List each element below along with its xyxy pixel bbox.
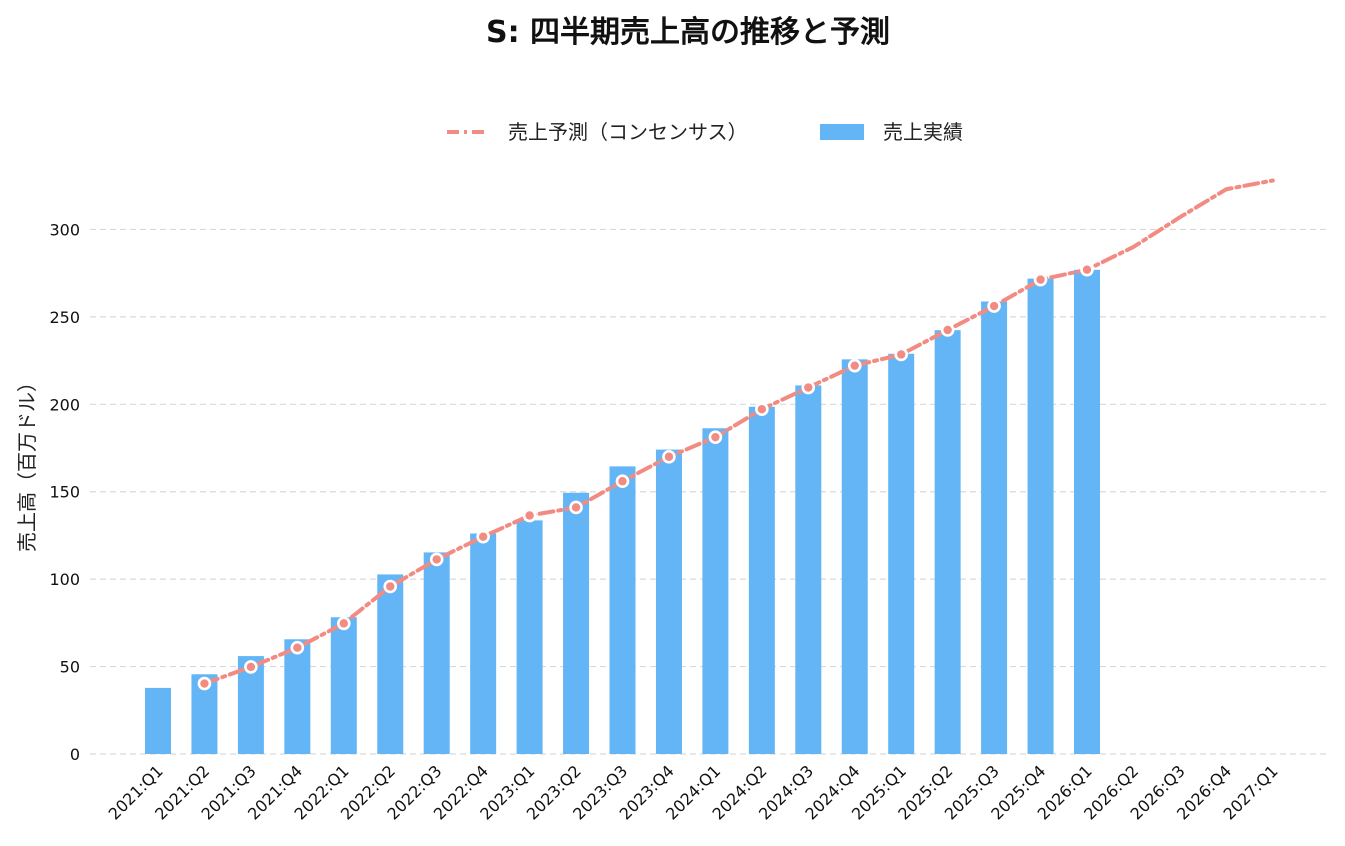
- forecast-point-2022:Q1: [336, 616, 351, 631]
- forecast-points: [197, 262, 1094, 691]
- y-tick-label: 50: [60, 658, 80, 677]
- bar-2024:Q4: [841, 359, 868, 754]
- bar-2023:Q2: [563, 492, 590, 754]
- forecast-series-line: [202, 178, 1275, 686]
- forecast-point-2025:Q2: [940, 323, 955, 337]
- bar-2025:Q3: [981, 301, 1008, 754]
- bar-2021:Q4: [284, 639, 311, 754]
- bars: [145, 269, 1100, 754]
- bar-2022:Q1: [330, 617, 357, 754]
- bar-2022:Q4: [470, 533, 497, 754]
- forecast-point-2024:Q3: [801, 380, 816, 395]
- forecast-point-2025:Q1: [894, 347, 909, 362]
- bar-2022:Q3: [423, 552, 450, 754]
- forecast-point-2024:Q2: [755, 402, 769, 416]
- forecast-point-2022:Q3: [429, 552, 444, 567]
- forecast-point-2023:Q1: [522, 508, 537, 523]
- forecast-point-2025:Q3: [987, 299, 1001, 313]
- bar-2026:Q1: [1074, 269, 1100, 754]
- forecast-point-2023:Q4: [662, 449, 676, 464]
- y-axis-label: 売上高（百万ドル）: [15, 372, 39, 552]
- forecast-point-2021:Q2: [197, 676, 212, 691]
- bar-2024:Q1: [702, 428, 729, 754]
- forecast-point-2024:Q4: [847, 358, 862, 373]
- forecast-point-2024:Q1: [708, 430, 723, 444]
- bar-2025:Q2: [934, 330, 961, 754]
- forecast-point-2023:Q3: [615, 474, 630, 489]
- forecast-line: [202, 178, 1275, 686]
- legend-actual-swatch: [820, 124, 864, 140]
- bar-2025:Q1: [888, 353, 915, 754]
- chart-title: S: 四半期売上高の推移と予測: [486, 15, 890, 50]
- forecast-point-2023:Q2: [569, 500, 583, 515]
- y-tick-label: 150: [49, 483, 80, 502]
- bar-2023:Q4: [655, 449, 682, 754]
- legend-actual-label: 売上実績: [883, 120, 963, 144]
- y-tick-label: 200: [49, 395, 80, 414]
- legend: 売上予測（コンセンサス） 売上実績: [447, 120, 963, 144]
- bar-2023:Q1: [516, 520, 543, 754]
- bar-2024:Q3: [795, 385, 822, 754]
- bar-2022:Q2: [377, 574, 404, 754]
- y-tick-label: 100: [49, 570, 80, 589]
- bar-2024:Q2: [748, 406, 775, 754]
- forecast-point-2022:Q2: [383, 579, 398, 594]
- y-tick-label: 250: [49, 308, 80, 327]
- legend-forecast-label: 売上予測（コンセンサス）: [508, 120, 748, 144]
- forecast-point-2022:Q4: [476, 529, 490, 544]
- forecast-point-2021:Q3: [244, 660, 258, 674]
- bar-2025:Q4: [1027, 278, 1054, 754]
- forecast-point-2026:Q1: [1080, 262, 1094, 277]
- bar-2023:Q3: [609, 466, 636, 754]
- y-tick-label: 300: [49, 220, 80, 239]
- forecast-point-2025:Q4: [1033, 272, 1048, 287]
- forecast-point-2021:Q4: [290, 640, 305, 655]
- bar-2021:Q1: [145, 687, 171, 754]
- x-axis-ticks: 2021:Q12021:Q22021:Q32021:Q42022:Q12022:…: [105, 761, 1282, 823]
- y-tick-label: 0: [70, 745, 80, 764]
- y-axis-ticks: 0 50 100 150 200 250 300: [49, 220, 80, 764]
